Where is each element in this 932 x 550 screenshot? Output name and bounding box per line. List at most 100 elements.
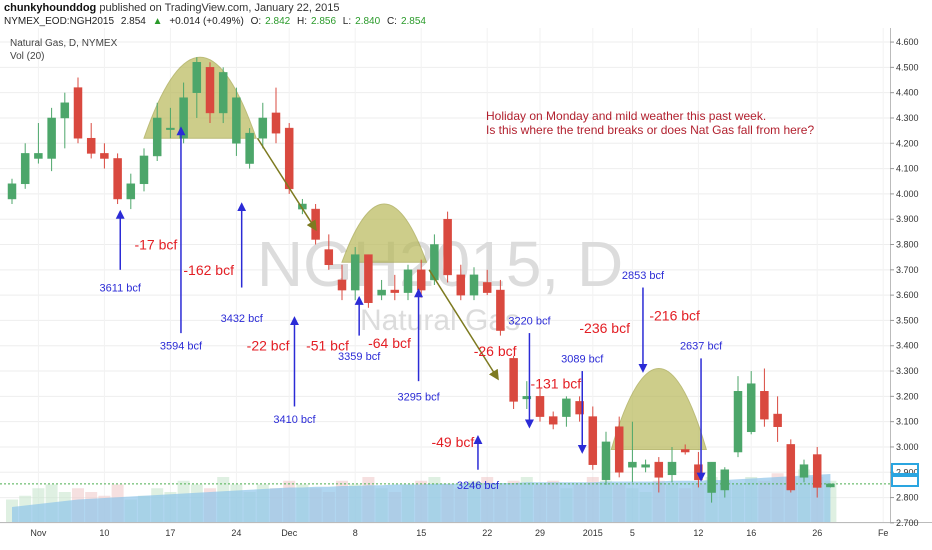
change-label: -216 bcf bbox=[649, 307, 700, 323]
candle-body bbox=[733, 391, 743, 453]
low-label: L: bbox=[342, 16, 352, 27]
candle-body bbox=[614, 426, 624, 473]
change-label: -49 bcf bbox=[431, 434, 474, 450]
x-tick-label: 24 bbox=[231, 528, 241, 538]
candle-body bbox=[192, 62, 202, 93]
volume-pane bbox=[0, 469, 890, 522]
candle-body bbox=[232, 97, 241, 144]
candle-body bbox=[139, 155, 149, 185]
candle-body bbox=[86, 137, 96, 154]
y-tick-label: 4.500 bbox=[896, 62, 919, 72]
candle-body bbox=[496, 289, 505, 331]
candle-body bbox=[100, 153, 109, 159]
y-tick-label: 3.600 bbox=[896, 290, 919, 300]
candle-body bbox=[746, 383, 756, 433]
dome-shape bbox=[610, 368, 707, 450]
candle-body bbox=[113, 158, 122, 200]
scale-handle-upper[interactable] bbox=[891, 463, 919, 475]
change-label: -64 bcf bbox=[368, 335, 411, 351]
y-tick-label: 4.400 bbox=[896, 88, 919, 98]
y-tick-label: 3.400 bbox=[896, 341, 919, 351]
storage-label: 3089 bcf bbox=[561, 353, 604, 365]
dome-shape bbox=[143, 57, 257, 139]
x-tick-label: 22 bbox=[482, 528, 492, 538]
volume-average-area bbox=[12, 474, 831, 522]
y-tick-label: 3.000 bbox=[896, 442, 919, 452]
low-value: 2.840 bbox=[355, 16, 381, 27]
y-tick-label: 4.000 bbox=[896, 189, 919, 199]
commentary-note: Holiday on Monday and mild weather this … bbox=[486, 109, 814, 137]
y-axis: 2.700 2.800 2.900 3.000 3.100 3.200 3.300 3.400… bbox=[890, 37, 919, 528]
change-label: -17 bcf bbox=[134, 237, 177, 253]
candle-body bbox=[535, 396, 545, 417]
candle-body bbox=[786, 444, 796, 491]
candle-body bbox=[641, 464, 650, 468]
dome-layer bbox=[143, 57, 707, 450]
storage-label: 3432 bcf bbox=[221, 313, 264, 325]
candle-body bbox=[707, 461, 716, 493]
storage-label: 3410 bcf bbox=[273, 414, 316, 426]
candle-body bbox=[482, 282, 492, 293]
candle-body bbox=[364, 254, 373, 303]
open-value: 2.842 bbox=[265, 16, 291, 27]
candle-body bbox=[166, 127, 175, 130]
candle-body bbox=[284, 127, 294, 190]
candle-body bbox=[258, 117, 268, 139]
candle-body bbox=[245, 132, 254, 164]
candle-body bbox=[799, 464, 809, 478]
candle-body bbox=[218, 72, 228, 114]
x-tick-label: Fe bbox=[878, 528, 889, 538]
high-value: 2.856 bbox=[310, 16, 337, 27]
change-label: -131 bcf bbox=[531, 376, 582, 392]
x-tick-label: 8 bbox=[353, 528, 358, 538]
scale-handle-icon[interactable] bbox=[891, 463, 919, 487]
x-tick-label: 12 bbox=[693, 528, 703, 538]
volume-title: Vol (20) bbox=[10, 51, 44, 62]
candle-body bbox=[667, 461, 677, 476]
candle-body bbox=[403, 269, 413, 293]
candle-body bbox=[34, 153, 43, 159]
storage-label: 2637 bcf bbox=[680, 341, 723, 353]
candle-body bbox=[126, 183, 136, 200]
x-tick-label: 29 bbox=[535, 528, 545, 538]
storage-label: 3594 bcf bbox=[160, 341, 203, 353]
x-tick-label: 2015 bbox=[583, 528, 603, 538]
x-axis: Nov 10 17 24 Dec 8 15 22 29 2015 5 12 16 26 Fe bbox=[30, 528, 888, 538]
scale-handle-lower[interactable] bbox=[891, 475, 919, 487]
candle-body bbox=[588, 416, 598, 465]
candle-body bbox=[152, 117, 162, 157]
y-tick-label: 4.300 bbox=[896, 113, 919, 123]
x-tick-label: 26 bbox=[812, 528, 822, 538]
y-tick-label: 3.100 bbox=[896, 417, 919, 427]
change-label: -22 bcf bbox=[247, 338, 290, 354]
candle-body bbox=[469, 274, 479, 296]
y-tick-label: 4.200 bbox=[896, 138, 919, 148]
candle-body bbox=[720, 469, 730, 491]
y-tick-label: 4.600 bbox=[896, 37, 919, 47]
candle-body bbox=[205, 67, 215, 114]
change-label: -236 bcf bbox=[579, 320, 630, 336]
candle-body bbox=[456, 274, 466, 296]
symbol-label: NYMEX_EOD:NGH2015 bbox=[4, 16, 115, 27]
storage-label: 3220 bcf bbox=[508, 315, 551, 327]
x-tick-label: 10 bbox=[99, 528, 109, 538]
author-name[interactable]: chunkyhounddog bbox=[4, 2, 97, 14]
last-price: 2.854 bbox=[120, 16, 146, 27]
candle-body bbox=[416, 269, 426, 291]
close-label: C: bbox=[386, 16, 397, 27]
candle-body bbox=[73, 87, 83, 139]
candle-body bbox=[179, 97, 188, 139]
y-tick-label: 3.800 bbox=[896, 240, 919, 250]
annotations: 3611 bcf 3594 bcf 3432 bcf 3410 bcf 3359 bcf… bbox=[100, 126, 723, 492]
x-tick-label: 16 bbox=[746, 528, 756, 538]
candle-body bbox=[20, 153, 30, 185]
storage-label: 3295 bcf bbox=[397, 391, 440, 403]
chart-header: chunkyhounddog published on TradingView.… bbox=[0, 0, 932, 28]
y-tick-label: 2.800 bbox=[896, 493, 919, 503]
candle-body bbox=[390, 289, 400, 293]
candle-body bbox=[773, 413, 782, 427]
change-label: -162 bcf bbox=[183, 262, 234, 278]
x-tick-label: Nov bbox=[30, 528, 47, 538]
candle-body bbox=[377, 289, 386, 296]
